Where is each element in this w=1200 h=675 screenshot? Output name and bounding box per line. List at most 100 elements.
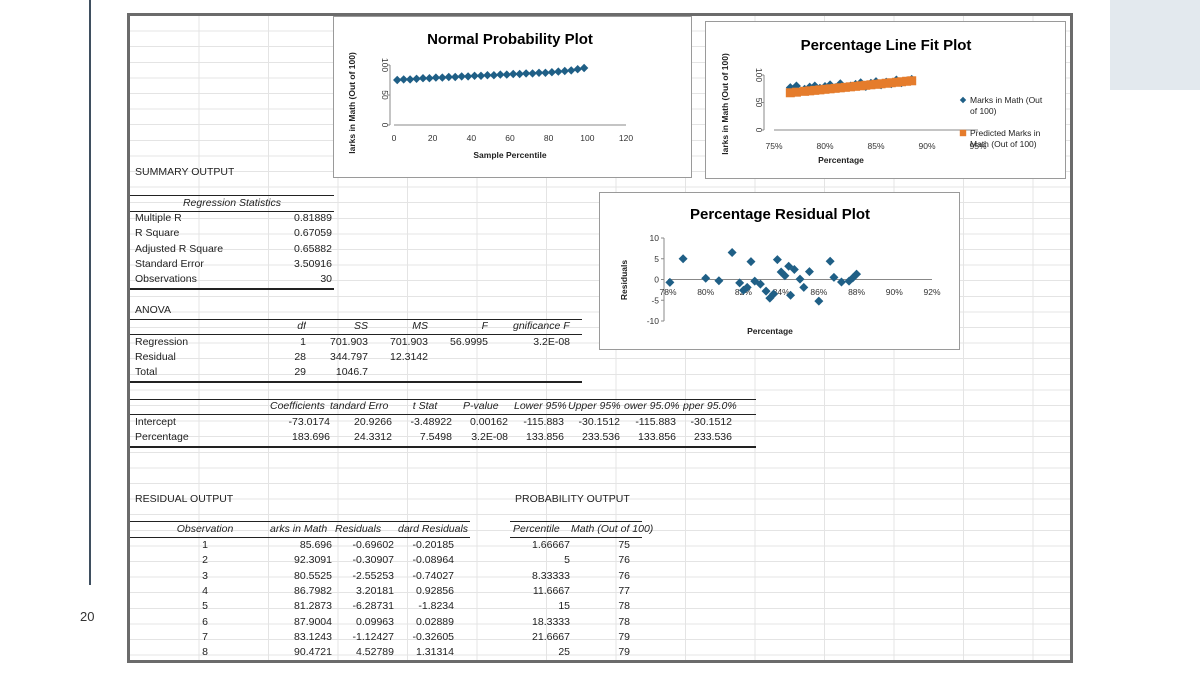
probability-percentile: 11.6667 xyxy=(532,584,570,597)
data-point xyxy=(959,129,967,137)
rule xyxy=(510,537,642,538)
data-point xyxy=(772,255,782,265)
data-point xyxy=(755,279,765,289)
residual-value: -2.55253 xyxy=(352,569,394,582)
coef-cell: 183.696 xyxy=(292,431,330,443)
y-tick-label: -10 xyxy=(647,316,660,326)
data-point xyxy=(405,75,415,84)
data-point xyxy=(425,74,434,83)
data-point xyxy=(836,277,846,287)
data-point xyxy=(866,80,876,90)
residual-standard: -0.74027 xyxy=(412,569,454,582)
rule xyxy=(510,521,642,522)
coef-header: tandard Erro xyxy=(330,400,389,412)
data-point xyxy=(881,78,891,88)
residual-standard: -0.20185 xyxy=(412,539,454,551)
x-tick-label: 90% xyxy=(886,287,903,297)
residual-observation: 5 xyxy=(202,600,208,613)
normal-probability-svg: Normal Probability Plot Sample Percentil… xyxy=(347,31,633,160)
y-tick-label: 0 xyxy=(380,123,390,128)
data-point xyxy=(829,272,839,282)
data-point xyxy=(742,282,752,292)
residual-value: 4.52789 xyxy=(356,646,394,659)
anova-header: gnificance F xyxy=(513,320,570,332)
x-tick-label: 80% xyxy=(816,141,833,151)
spreadsheet-screenshot: SUMMARY OUTPUT Regression Statistics Mul… xyxy=(127,13,1073,663)
data-point xyxy=(399,75,408,84)
data-point xyxy=(871,79,881,89)
data-point xyxy=(489,71,499,80)
y-tick-label: 10 xyxy=(650,233,660,243)
probability-mark: 76 xyxy=(618,554,630,567)
data-point xyxy=(815,85,825,95)
residual-header: arks in Math xyxy=(270,523,328,535)
data-point xyxy=(835,83,845,93)
rule xyxy=(130,414,756,415)
data-point xyxy=(528,69,537,78)
data-point xyxy=(851,81,861,91)
data-point xyxy=(840,82,850,92)
data-point xyxy=(891,77,901,87)
coef-cell: -115.883 xyxy=(523,416,564,428)
rule xyxy=(130,521,470,522)
probability-output-title: PROBABILITY OUTPUT xyxy=(515,493,630,505)
data-point xyxy=(735,278,745,288)
x-tick-label: 80 xyxy=(544,133,554,143)
x-tick-label: 86% xyxy=(810,287,827,297)
residual-chart: Percentage Residual Plot Percentage Resi… xyxy=(599,192,960,350)
anova-cell: 3.2E-08 xyxy=(533,336,570,348)
data-point xyxy=(418,74,428,83)
probability-percentile: 18.3333 xyxy=(532,615,570,628)
residual-output-title: RESIDUAL OUTPUT xyxy=(135,493,234,505)
data-point xyxy=(701,273,711,283)
data-point xyxy=(470,71,479,80)
coef-cell: -30.1512 xyxy=(690,416,732,428)
coef-header: Upper 95% xyxy=(568,400,621,412)
stat-label: Multiple R xyxy=(135,212,182,224)
residual-header: Residuals xyxy=(335,523,382,535)
anova-row-label: Residual xyxy=(135,351,176,363)
anova-cell: 1046.7 xyxy=(335,366,368,378)
data-point xyxy=(784,261,794,271)
data-point xyxy=(476,71,486,80)
coef-cell: 233.536 xyxy=(582,431,620,443)
data-point xyxy=(886,78,896,88)
coef-cell: -115.883 xyxy=(635,416,676,428)
data-point xyxy=(825,84,835,94)
data-point xyxy=(714,276,724,286)
y-tick-label: 0 xyxy=(754,128,764,133)
data-point xyxy=(804,267,814,277)
x-tick-label: 60 xyxy=(505,133,515,143)
probability-percentile: 8.33333 xyxy=(532,569,570,582)
residual-predicted: 92.3091 xyxy=(294,554,332,567)
x-tick-label: 92% xyxy=(923,287,940,297)
data-point xyxy=(902,76,912,86)
data-point xyxy=(746,257,756,267)
data-point xyxy=(820,84,830,94)
coef-header: Lower 95% xyxy=(514,400,567,412)
data-point xyxy=(579,63,589,73)
probability-percentile: 1.66667 xyxy=(532,539,570,551)
residual-observation: 3 xyxy=(202,569,208,582)
x-tick-label: 75% xyxy=(765,141,782,151)
regression-statistics-header: Regression Statistics xyxy=(182,197,282,209)
residual-predicted: 83.1243 xyxy=(294,630,332,643)
probability-mark: 77 xyxy=(618,584,630,597)
rule xyxy=(130,211,334,212)
legend-label: of 100) xyxy=(970,106,997,116)
data-point xyxy=(799,282,809,292)
x-tick-label: 120 xyxy=(619,133,633,143)
data-point xyxy=(810,85,820,95)
data-point xyxy=(444,72,453,82)
residual-predicted: 80.5525 xyxy=(294,569,332,582)
x-tick-label: 0 xyxy=(392,133,397,143)
residual-observation: 8 xyxy=(202,646,208,659)
coef-cell: 3.2E-08 xyxy=(471,431,508,443)
rule xyxy=(130,334,582,335)
x-tick-label: 95% xyxy=(969,141,986,151)
stat-label: Observations xyxy=(135,273,197,285)
residual-value: -1.12427 xyxy=(352,630,394,643)
corner-decoration xyxy=(1110,0,1200,90)
residual-standard: 1.31314 xyxy=(416,646,454,659)
data-point xyxy=(678,254,688,264)
